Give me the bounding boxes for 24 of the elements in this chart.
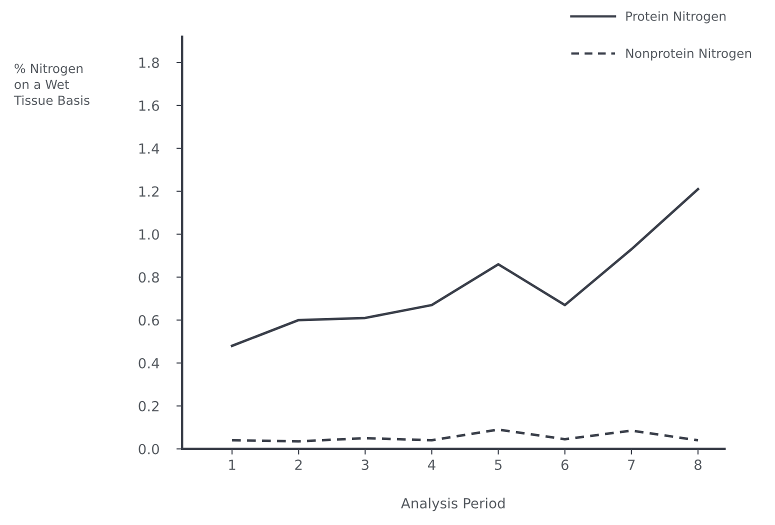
legend-label: Protein Nitrogen — [626, 11, 726, 24]
x-tick-label: 2 — [295, 460, 302, 470]
y-tick-label: 0.2 — [138, 400, 159, 412]
y-axis-title: % Nitrogen on a Wet Tissue Basis — [14, 64, 90, 106]
x-tick-label: 8 — [694, 460, 702, 470]
y-tick-label: 1.2 — [139, 186, 159, 197]
x-tick-label: 3 — [362, 460, 368, 470]
x-tick-label: 7 — [628, 460, 635, 470]
y-tick-label: 0.8 — [138, 272, 159, 283]
line-series — [230, 428, 700, 443]
x-axis-title: Analysis Period — [401, 498, 505, 512]
y-tick-label: 1.4 — [139, 144, 160, 154]
y-tick-label: 0.4 — [138, 358, 160, 368]
line-series — [230, 188, 700, 348]
x-tick-label: 5 — [494, 460, 502, 470]
x-tick-label: 6 — [561, 460, 568, 470]
x-tick-label: 4 — [428, 460, 436, 470]
y-tick-label: 0.0 — [138, 444, 159, 454]
y-tick-label: 1.8 — [139, 57, 159, 68]
y-tick-label: 0.6 — [138, 315, 160, 326]
legend-label: Nonprotein Nitrogen — [626, 48, 752, 60]
x-tick-label: 1 — [229, 460, 236, 470]
y-tick-label: 1.0 — [139, 229, 159, 240]
y-tick-label: 1.6 — [139, 100, 160, 111]
